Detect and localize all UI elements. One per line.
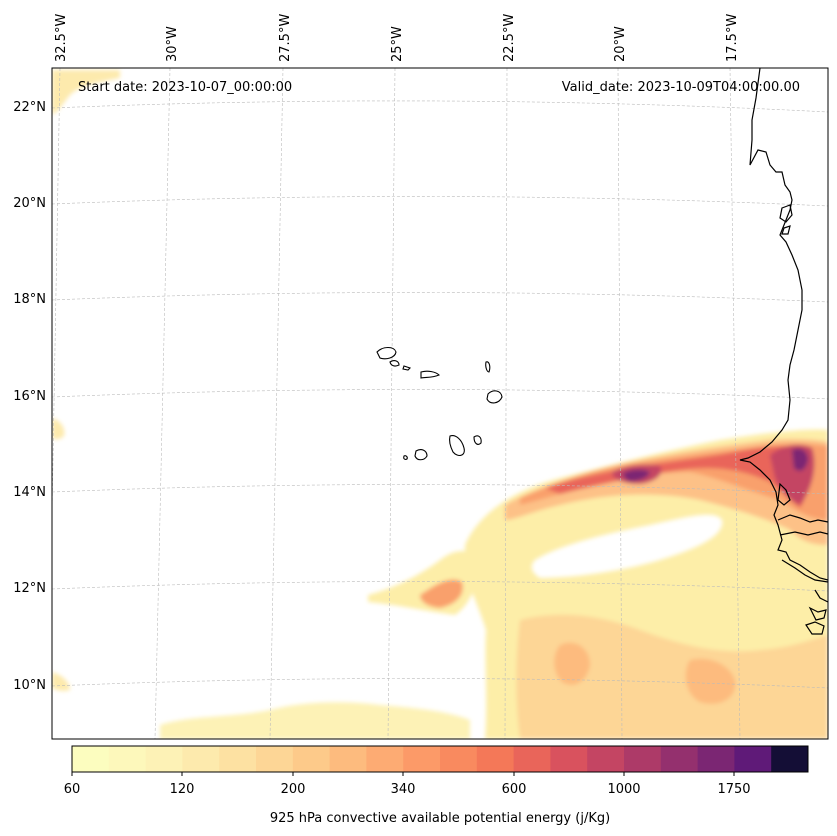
colorbar-cell xyxy=(513,746,551,772)
africa-coastline xyxy=(739,68,828,581)
cape-region-peak-band xyxy=(545,446,810,508)
lat-label-20n: 20°N xyxy=(13,196,46,211)
colorbar-title: 925 hPa convective available potential e… xyxy=(270,811,610,826)
colorbar-cell xyxy=(256,746,294,772)
maio-island xyxy=(473,435,482,445)
boa-vista-island xyxy=(486,390,503,404)
santiago-island xyxy=(449,435,465,457)
sal-island xyxy=(485,361,491,373)
lon-label-25w: 25°W xyxy=(390,26,405,62)
colorbar-cell xyxy=(145,746,183,772)
colorbar-label-340: 340 xyxy=(391,782,416,797)
colorbar-cell xyxy=(292,746,331,772)
colorbar-cell xyxy=(476,746,515,772)
gambia-coast xyxy=(779,531,828,536)
cape-region-high-west xyxy=(420,579,463,608)
valid-date-label: Valid_date: 2023-10-09T04:00:00.00 xyxy=(562,80,800,95)
cape-region-west-edge xyxy=(52,418,65,440)
lat-label-18n: 18°N xyxy=(13,292,46,307)
cape-region-max-2 xyxy=(792,448,808,471)
cape-region-northwest-corner xyxy=(52,70,120,115)
colorbar-cell xyxy=(660,746,699,772)
lat-label-10n: 10°N xyxy=(13,678,46,693)
colorbar-cell xyxy=(440,746,478,772)
colorbar-ticks xyxy=(71,772,735,776)
cape-verde-islands xyxy=(376,346,503,461)
cape-region-mid-patch xyxy=(685,658,736,704)
colorbar-label-120: 120 xyxy=(170,782,195,797)
lon-label-22-5w: 22.5°W xyxy=(502,14,517,62)
dakar-peninsula xyxy=(777,482,791,506)
lat-label-12n: 12°N xyxy=(13,581,46,596)
colorbar-cell xyxy=(329,746,367,772)
latitude-labels: 22°N 20°N 18°N 16°N 14°N 12°N 10°N xyxy=(13,100,46,693)
colorbar-cell xyxy=(219,746,257,772)
colorbar-label-1750: 1750 xyxy=(717,782,750,797)
lon-label-27-5w: 27.5°W xyxy=(278,14,293,62)
cape-low-hole xyxy=(531,514,723,578)
colorbar-cell xyxy=(624,746,662,772)
cape-field xyxy=(52,70,828,739)
colorbar: 60 120 200 340 600 1000 1750 925 hPa con… xyxy=(64,745,809,826)
colorbar-cell xyxy=(587,746,625,772)
lon-label-17-5w: 17.5°W xyxy=(725,14,740,62)
lat-label-14n: 14°N xyxy=(13,485,46,500)
colorbar-label-200: 200 xyxy=(281,782,306,797)
santo-antao-island xyxy=(376,346,397,360)
colorbar-cell xyxy=(697,746,735,772)
sao-vicente-island xyxy=(389,360,400,367)
fogo-island xyxy=(414,449,428,461)
senegal-river-coast xyxy=(777,514,828,523)
colorbar-cell xyxy=(403,746,441,772)
cape-region-mid-patch-2 xyxy=(554,642,590,685)
brava-island xyxy=(403,455,408,460)
map-area xyxy=(52,68,828,739)
lat-label-22n: 22°N xyxy=(13,100,46,115)
cape-region-max-1 xyxy=(622,469,650,482)
colorbar-frame xyxy=(71,745,809,773)
lon-label-32-5w: 32.5°W xyxy=(54,14,69,62)
colorbar-cells xyxy=(72,746,809,772)
colorbar-label-60: 60 xyxy=(64,782,81,797)
sao-nicolau-island xyxy=(420,370,440,379)
western-sahara-inlet xyxy=(779,204,793,235)
lon-label-20w: 20°W xyxy=(613,26,628,62)
cape-region-southwest-edge xyxy=(52,672,70,691)
colorbar-cell xyxy=(771,746,809,772)
guinea-coast xyxy=(805,589,828,635)
longitude-labels: 32.5°W 30°W 27.5°W 25°W 22.5°W 20°W 17.5… xyxy=(54,14,740,62)
colorbar-cell xyxy=(734,746,772,772)
map-frame xyxy=(51,67,829,740)
colorbar-label-600: 600 xyxy=(502,782,527,797)
graticule xyxy=(52,68,828,739)
colorbar-label-1000: 1000 xyxy=(607,782,640,797)
cape-region-mid-south xyxy=(516,614,828,739)
colorbar-cell xyxy=(550,746,588,772)
lat-label-16n: 16°N xyxy=(13,389,46,404)
cape-region-southwest xyxy=(160,702,470,739)
guinea-bissau-coast xyxy=(781,559,828,583)
colorbar-cell xyxy=(182,746,220,772)
lon-label-30w: 30°W xyxy=(165,26,180,62)
start-date-label: Start date: 2023-10-07_00:00:00 xyxy=(78,80,292,95)
colorbar-cell xyxy=(108,746,147,772)
santa-luzia-island xyxy=(402,365,412,371)
colorbar-cell xyxy=(72,746,110,772)
colorbar-cell xyxy=(366,746,404,772)
